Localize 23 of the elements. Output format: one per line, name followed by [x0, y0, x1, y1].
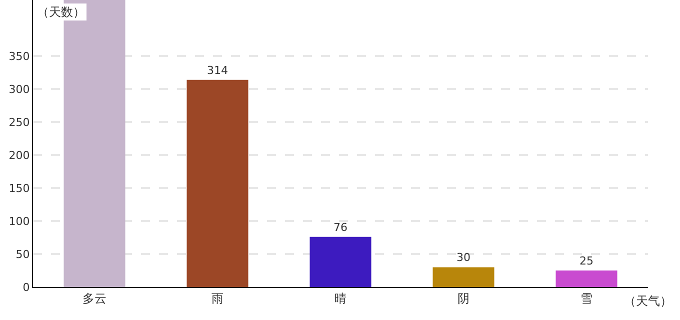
y-tick-label: 300: [8, 82, 30, 96]
data-label: 30: [456, 251, 470, 264]
bar: [556, 270, 618, 287]
x-axis-title: （天气）: [624, 294, 672, 308]
x-tick-label: 雨: [212, 291, 224, 306]
bar: [432, 267, 494, 287]
y-tick-label: 100: [8, 214, 30, 228]
x-tick-label: 阴: [458, 291, 470, 306]
y-tick-label: 250: [8, 116, 30, 129]
y-tick-label: 50: [16, 248, 30, 261]
data-label: 25: [580, 254, 594, 268]
x-tick-label: 多云: [82, 291, 106, 306]
data-label: 76: [334, 220, 348, 234]
bar: [186, 80, 248, 287]
y-axis-title: （天数）: [37, 5, 85, 19]
y-tick-label: 200: [8, 148, 30, 162]
y-tick-label: 350: [8, 50, 30, 63]
x-tick-label: 晴: [334, 291, 346, 306]
x-tick-label: 雪: [580, 291, 592, 306]
bar: [310, 236, 372, 287]
y-tick-label: 0: [22, 280, 30, 294]
data-label: 314: [207, 64, 228, 77]
y-tick-label: 150: [8, 182, 30, 195]
